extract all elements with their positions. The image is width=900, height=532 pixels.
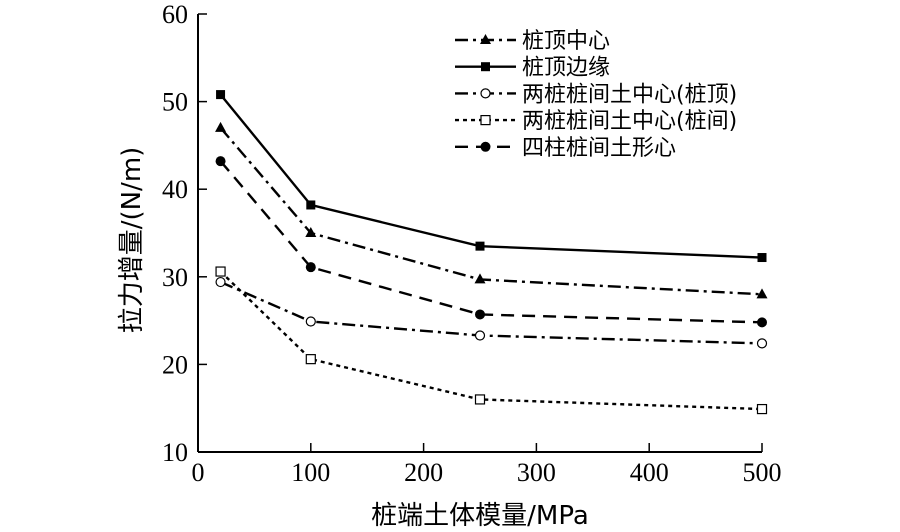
y-axis-label: 拉力增量/(N/m): [117, 147, 147, 334]
series-3: [215, 276, 768, 349]
open-square-marker: [215, 266, 226, 277]
square-marker: [757, 253, 767, 263]
axes-frame: [197, 14, 762, 453]
y-tick-label: 40: [162, 175, 188, 204]
circle-marker: [215, 156, 226, 167]
series-layer: [215, 90, 768, 415]
legend-item: 桩顶中心: [455, 29, 610, 54]
square-marker: [475, 241, 485, 251]
triangle-marker: [756, 288, 768, 299]
axis-ticks: 0 100 200 300 400 500 10 20 30 40 50 60: [162, 0, 782, 487]
y-tick-label: 10: [162, 438, 188, 467]
series-1: [215, 121, 768, 299]
open-circle-marker: [215, 276, 226, 288]
x-tick-label: 500: [743, 458, 782, 487]
open-square-marker: [480, 114, 491, 126]
legend-label: 四柱桩间土形心: [522, 136, 676, 161]
legend-label: 两桩桩间土中心(桩间): [522, 109, 737, 134]
y-tick-label: 60: [162, 0, 188, 29]
y-tick-label: 30: [162, 263, 188, 292]
triangle-marker: [480, 34, 491, 44]
circle-marker: [305, 262, 316, 273]
series-5: [215, 156, 767, 328]
legend-item: 两桩桩间土中心(桩顶): [455, 82, 737, 107]
y-tick-label: 50: [162, 88, 188, 117]
x-tick-label: 200: [404, 458, 443, 487]
x-tick-label: 0: [192, 458, 205, 487]
x-tick-label: 300: [517, 458, 556, 487]
triangle-marker: [305, 227, 317, 237]
circle-marker: [475, 309, 485, 320]
open-circle-marker: [474, 330, 486, 341]
x-axis-label: 桩端土体模量/MPa: [371, 501, 589, 531]
square-marker: [306, 200, 316, 210]
circle-marker: [757, 317, 767, 328]
series-line: [219, 160, 763, 324]
legend-label: 桩顶中心: [522, 29, 610, 54]
square-marker: [481, 62, 490, 72]
x-tick-label: 400: [630, 458, 669, 487]
legend-label: 两桩桩间土中心(桩顶): [522, 82, 737, 107]
square-marker: [216, 90, 226, 100]
series-4: [215, 266, 768, 415]
open-circle-marker: [305, 316, 316, 327]
y-tick-label: 20: [162, 350, 188, 379]
legend-item: 四柱桩间土形心: [455, 136, 676, 161]
triangle-marker: [474, 273, 486, 284]
series-line: [219, 127, 763, 296]
circle-marker: [480, 141, 491, 152]
open-circle-marker: [756, 338, 768, 349]
open-square-marker: [474, 394, 486, 405]
legend-item: 桩顶边缘: [455, 56, 610, 81]
series-line: [220, 280, 763, 345]
open-square-marker: [756, 403, 768, 415]
series-line: [219, 270, 763, 411]
x-tick-label: 100: [291, 458, 330, 487]
series-line: [219, 93, 763, 259]
series-2: [216, 90, 767, 263]
open-square-marker: [305, 354, 316, 365]
legend-label: 桩顶边缘: [522, 56, 610, 81]
triangle-marker: [215, 121, 227, 132]
legend-item: 两桩桩间土中心(桩间): [455, 109, 737, 134]
open-circle-marker: [480, 88, 491, 99]
